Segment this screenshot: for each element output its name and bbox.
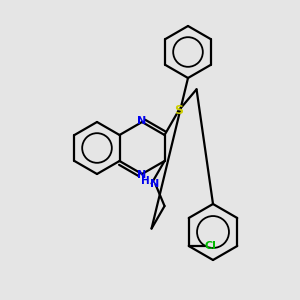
Text: N: N [150, 178, 159, 188]
Text: N: N [137, 116, 147, 125]
Text: Cl: Cl [205, 241, 217, 251]
Text: N: N [137, 170, 147, 181]
Text: H: H [141, 176, 150, 185]
Text: S: S [174, 104, 183, 117]
